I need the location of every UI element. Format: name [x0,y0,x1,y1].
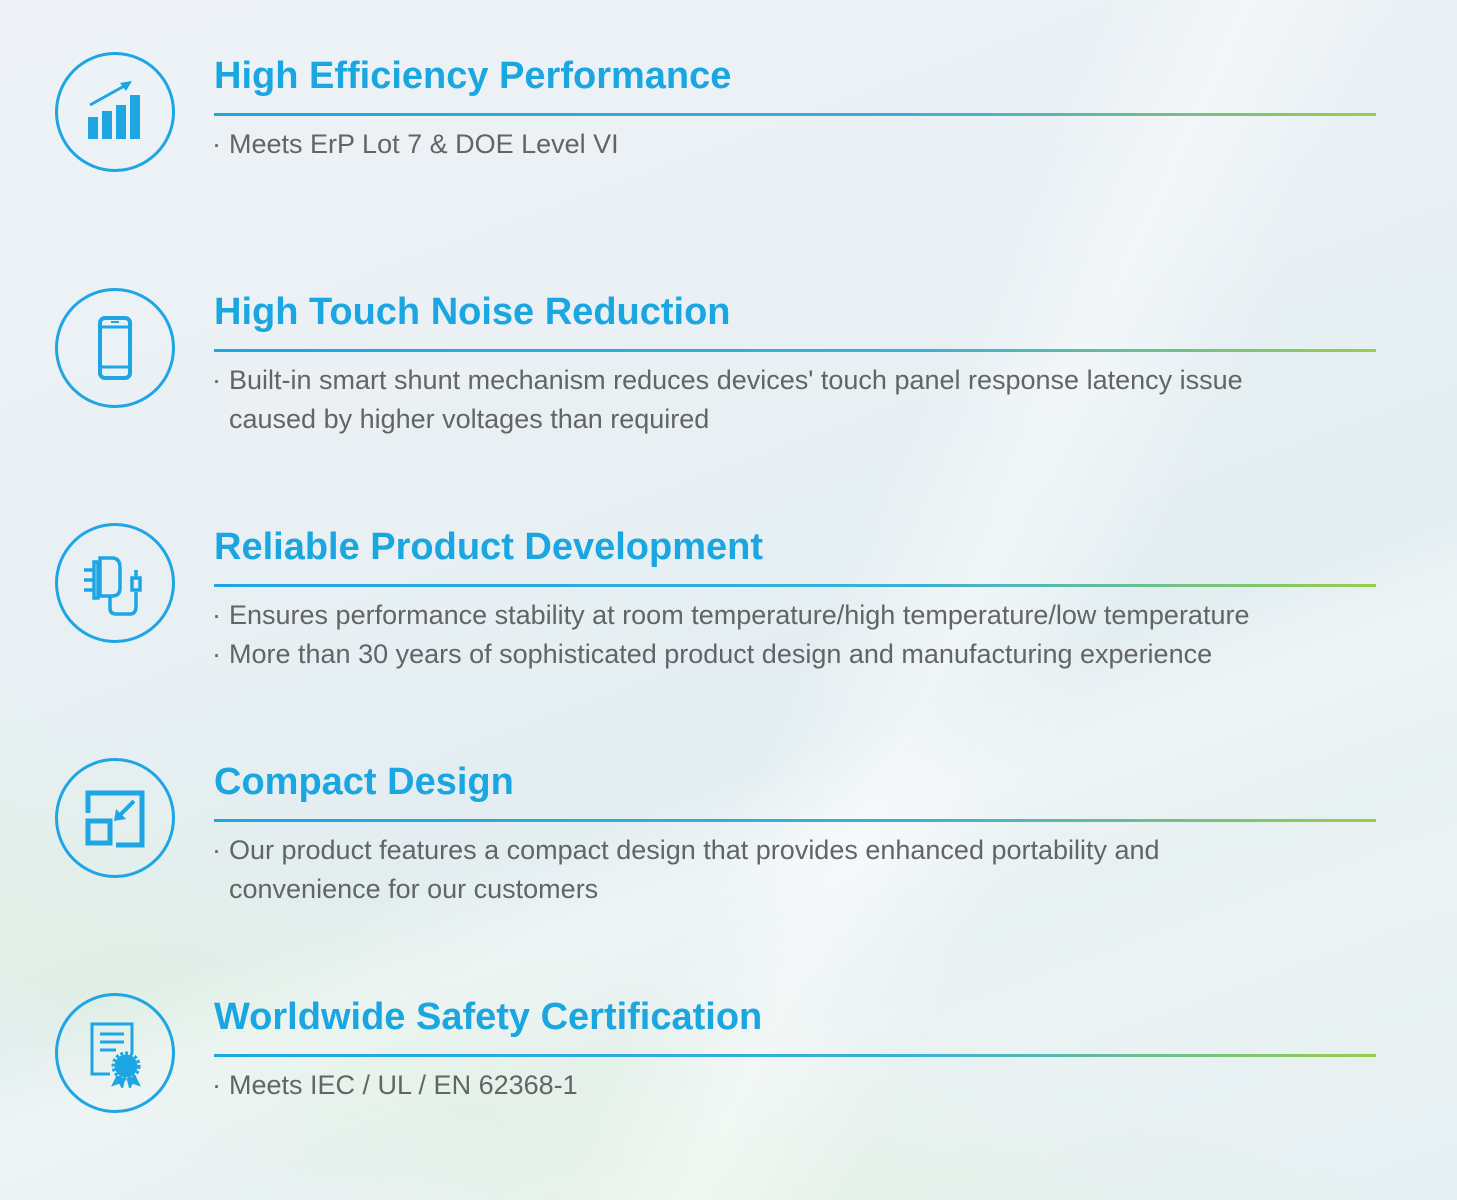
feature-bullet: · Meets IEC / UL / EN 62368-1 [212,1070,578,1100]
feature-compact-design: Compact Design · Our product features a c… [0,758,1457,958]
feature-high-efficiency: High Efficiency Performance · Meets ErP L… [0,52,1457,252]
divider [214,349,1376,352]
feature-title: High Efficiency Performance [214,55,732,97]
feature-touch-noise: High Touch Noise Reduction · Built-in sma… [0,288,1457,488]
divider [214,584,1376,587]
smartphone-icon [55,288,175,408]
divider [214,113,1376,116]
feature-bullet: · Ensures performance stability at room t… [212,600,1250,630]
feature-bullet: · Meets ErP Lot 7 & DOE Level VI [212,129,619,159]
power-adapter-icon [55,523,175,643]
chart-growth-icon [55,52,175,172]
compact-resize-icon [55,758,175,878]
divider [214,1054,1376,1057]
feature-title: Reliable Product Development [214,526,764,568]
feature-title: Compact Design [214,761,514,803]
feature-bullet: · Our product features a compact design t… [212,835,1160,865]
feature-bullet-continuation: caused by higher voltages than required [229,404,710,434]
feature-bullet-continuation: convenience for our customers [229,874,599,904]
certificate-icon [55,993,175,1113]
feature-title: High Touch Noise Reduction [214,291,731,333]
feature-bullet: · More than 30 years of sophisticated pro… [212,639,1213,669]
feature-bullet: · Built-in smart shunt mechanism reduces … [212,365,1243,395]
divider [214,819,1376,822]
feature-reliable-development: Reliable Product Development · Ensures pe… [0,523,1457,723]
feature-title: Worldwide Safety Certification [214,996,763,1038]
feature-safety-certification: Worldwide Safety Certification · Meets IE… [0,993,1457,1193]
